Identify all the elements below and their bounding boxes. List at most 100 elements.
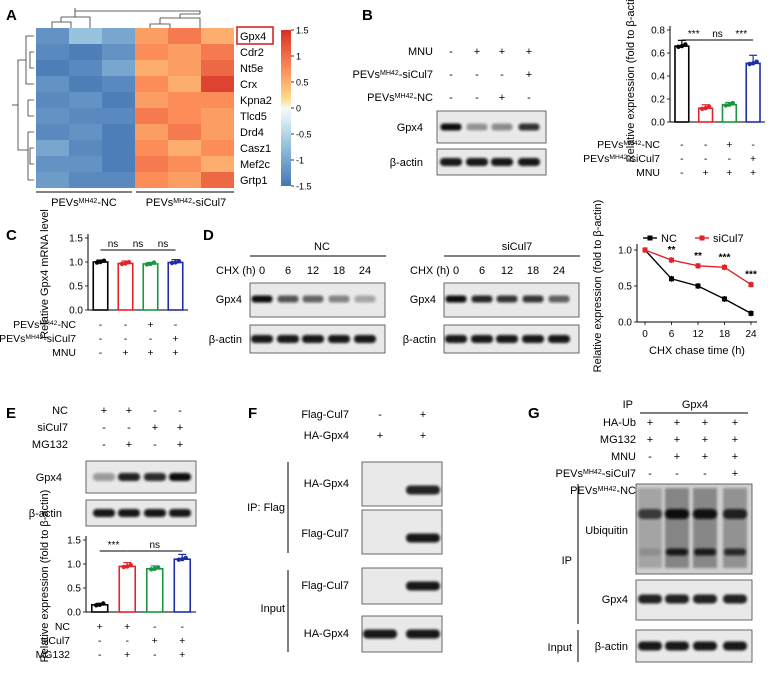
data-point — [123, 261, 128, 266]
band — [328, 295, 350, 303]
series-point — [722, 296, 727, 302]
data-point — [183, 555, 188, 561]
series-point — [642, 247, 648, 253]
condition-label-suffix: -NC — [641, 139, 660, 151]
heatmap-cell — [102, 108, 135, 124]
heatmap-cell — [69, 172, 102, 188]
heatmap-cell — [36, 172, 69, 188]
condition-label: MNU — [636, 167, 660, 179]
condition-sign: + — [703, 167, 709, 179]
color-scale-tick-label: 1.5 — [296, 26, 309, 36]
band — [302, 335, 324, 343]
condition-sign: - — [127, 422, 131, 434]
band — [406, 485, 440, 495]
band — [491, 158, 513, 166]
significance-label: *** — [108, 540, 120, 551]
color-scale-tick-label: 0.5 — [296, 78, 309, 88]
smear — [723, 488, 747, 568]
band — [518, 158, 540, 166]
condition-sign: + — [177, 439, 183, 451]
condition-sign: - — [124, 319, 128, 331]
condition-label-suffix: -siCul7 — [627, 153, 660, 165]
bar — [173, 558, 192, 613]
heatmap-cell — [201, 28, 234, 44]
section-label: Input — [261, 603, 285, 615]
condition-sign: - — [728, 153, 732, 165]
condition-sign: + — [179, 635, 185, 647]
heatmap-cell — [69, 108, 102, 124]
band — [466, 123, 488, 131]
heatmap-cell — [36, 44, 69, 60]
band — [638, 594, 662, 604]
chx-label: CHX (h) — [216, 265, 256, 277]
band — [522, 335, 544, 343]
condition-label: PEVsMH42-NC — [570, 485, 636, 497]
condition-label: MNU — [611, 451, 636, 463]
blot-label: Ubiquitin — [585, 525, 628, 537]
y-tick-label: 1.5 — [67, 536, 81, 547]
condition-sign: - — [648, 468, 652, 480]
blot-label: Flag-Cul7 — [301, 528, 349, 540]
condition-sign: + — [126, 439, 132, 451]
data-point — [727, 102, 732, 107]
row-dendrogram — [12, 35, 34, 181]
group-title: siCul7 — [502, 241, 533, 253]
condition-sign: - — [449, 46, 453, 58]
condition-sign: + — [420, 430, 426, 442]
condition-sign: - — [680, 153, 684, 165]
condition-label-base: MNU — [52, 347, 76, 359]
band — [466, 158, 488, 166]
timepoint-label: 6 — [479, 265, 485, 277]
heatmap-cell — [36, 76, 69, 92]
band — [665, 509, 689, 519]
y-tick-label: 0.5 — [69, 282, 83, 293]
condition-sign: - — [378, 409, 382, 421]
heatmap-cell — [36, 156, 69, 172]
gene-label: Kpna2 — [240, 95, 272, 107]
heatmap-cell — [168, 108, 201, 124]
band — [665, 594, 689, 604]
band — [406, 629, 440, 639]
data-point — [679, 43, 685, 49]
condition-label-base: PEVs — [570, 485, 598, 497]
band — [406, 581, 440, 591]
band — [118, 473, 140, 481]
heatmap-cell — [69, 60, 102, 76]
heatmap-cell — [36, 28, 69, 44]
condition-sign: - — [99, 347, 103, 359]
heatmap-cell — [201, 156, 234, 172]
condition-sign: + — [674, 417, 680, 429]
condition-sign: - — [527, 92, 531, 104]
timepoint-label: 0 — [453, 265, 459, 277]
condition-sign: - — [475, 69, 479, 81]
data-point — [119, 261, 125, 267]
data-point — [699, 106, 705, 112]
gene-highlight-box — [236, 26, 274, 45]
heatmap-cell — [69, 44, 102, 60]
data-point — [128, 562, 133, 568]
condition-label-sup: MH42 — [380, 70, 399, 77]
gene-labels: Gpx4 Cdr2 Nt5e Crx Kpna2 Tlcd5 Drd4 Casz1 Mef2c G… — [240, 31, 272, 187]
heatmap-cell — [168, 172, 201, 188]
heatmap-cell — [168, 156, 201, 172]
gene-label: Mef2c — [240, 159, 270, 171]
timepoint-label: 0 — [259, 265, 265, 277]
heatmap-cell — [135, 92, 168, 108]
heatmap-cell — [201, 124, 234, 140]
ip-target-label: Gpx4 — [682, 399, 708, 411]
condition-sign: + — [377, 430, 383, 442]
blot-label: Gpx4 — [36, 472, 62, 484]
bar — [721, 103, 738, 123]
condition-sign: - — [475, 92, 479, 104]
heatmap-cell — [36, 60, 69, 76]
condition-sign: + — [702, 417, 708, 429]
gene-label: Crx — [240, 79, 258, 91]
band — [693, 594, 717, 604]
band — [471, 335, 493, 343]
blot-label: β-actin — [390, 157, 423, 169]
heatmap-cell — [168, 28, 201, 44]
band — [406, 533, 440, 543]
condition-label: PEVsMH42-NC — [13, 319, 76, 331]
band — [694, 548, 716, 556]
